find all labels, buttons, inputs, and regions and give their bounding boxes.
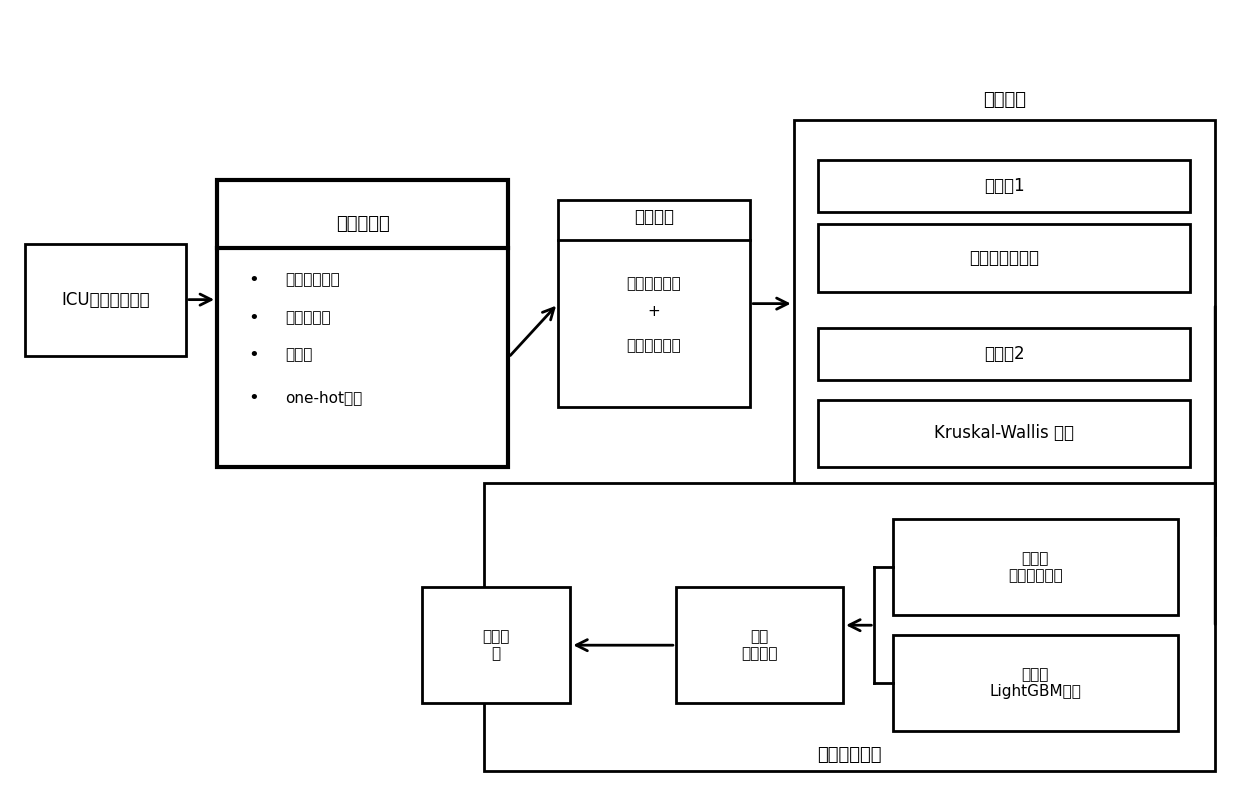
Text: 数据预处理: 数据预处理 — [336, 215, 389, 233]
Bar — [818, 160, 1190, 212]
Bar — [893, 519, 1178, 615]
Bar — [422, 587, 570, 703]
Text: 原始数据特征: 原始数据特征 — [626, 276, 682, 291]
Text: •: • — [248, 346, 259, 364]
Text: 归一化: 归一化 — [285, 348, 312, 362]
Text: 新的数据特征: 新的数据特征 — [626, 338, 682, 352]
Bar — [794, 120, 1215, 535]
Text: Kruskal-Wallis 测试: Kruskal-Wallis 测试 — [935, 424, 1074, 443]
Text: 特征集2: 特征集2 — [985, 344, 1024, 363]
Text: 特征选择: 特征选择 — [983, 91, 1025, 109]
Bar — [25, 244, 186, 356]
Text: 缺失值处理: 缺失值处理 — [285, 311, 331, 325]
Text: 特征提取: 特征提取 — [634, 209, 675, 226]
Bar — [893, 635, 1178, 731]
Text: 预测结
果: 预测结 果 — [482, 629, 510, 662]
Text: •: • — [248, 271, 259, 288]
Bar — [818, 328, 1190, 380]
Bar — [217, 180, 508, 467]
Text: 惩罚集成模型: 惩罚集成模型 — [817, 746, 882, 764]
Text: •: • — [248, 389, 259, 407]
Text: 改进的
LightGBM算法: 改进的 LightGBM算法 — [990, 667, 1081, 699]
Text: 改进的
逻辑回归算法: 改进的 逻辑回归算法 — [1008, 551, 1063, 583]
Text: 递归特征消除法: 递归特征消除法 — [970, 248, 1039, 267]
Bar — [818, 224, 1190, 292]
Text: 权重
投票策略: 权重 投票策略 — [742, 629, 777, 662]
Bar — [558, 200, 750, 407]
Bar — [676, 587, 843, 703]
Text: 冗余数据清除: 冗余数据清除 — [285, 272, 340, 287]
Text: 特征集1: 特征集1 — [985, 177, 1024, 195]
Text: ICU原始数据特征: ICU原始数据特征 — [61, 291, 150, 308]
Bar — [818, 400, 1190, 467]
Text: •: • — [248, 309, 259, 327]
Bar — [484, 483, 1215, 771]
Text: +: + — [647, 304, 661, 319]
Text: one-hot编码: one-hot编码 — [285, 391, 362, 405]
